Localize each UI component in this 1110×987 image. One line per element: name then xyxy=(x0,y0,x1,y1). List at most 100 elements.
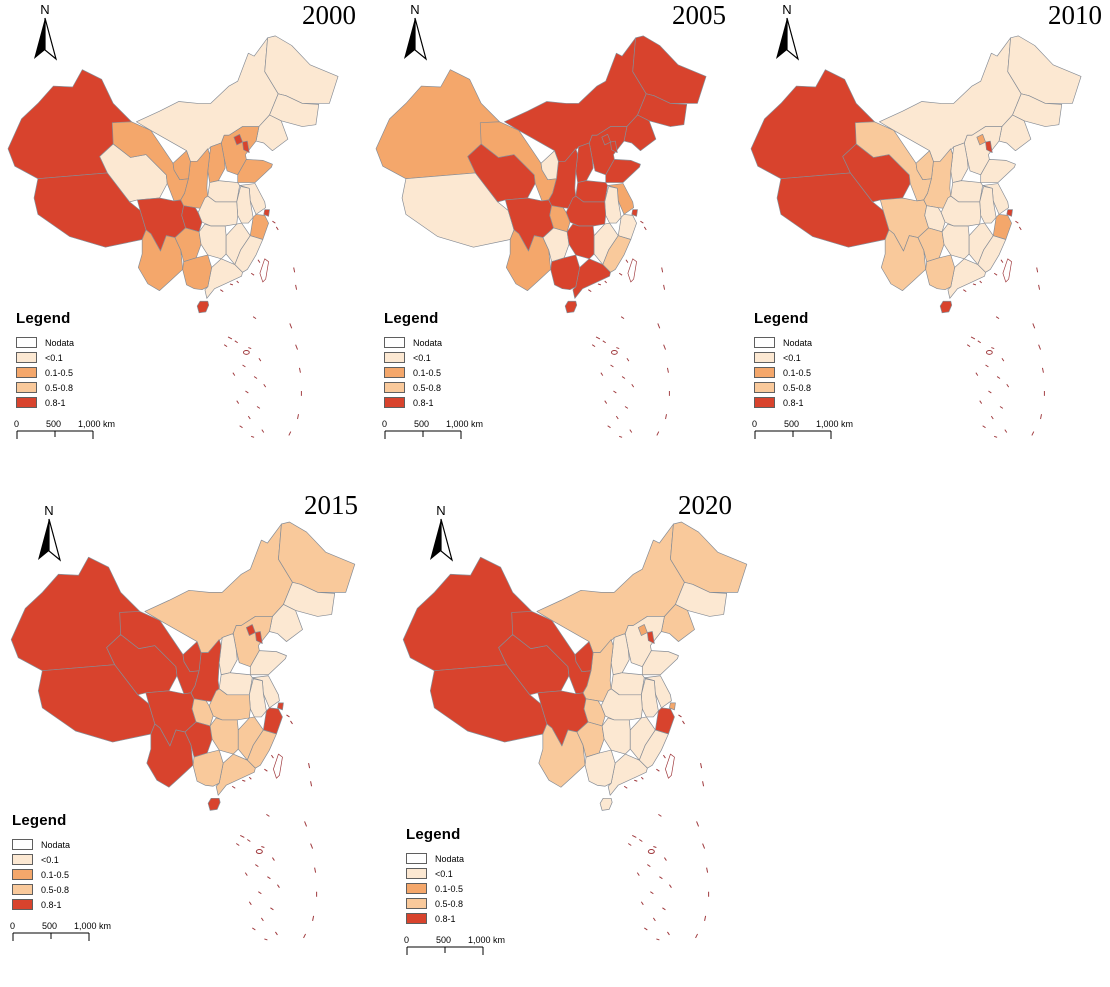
legend-label: 0.1-0.5 xyxy=(45,367,74,378)
province-shanghai xyxy=(263,209,270,217)
island-mark xyxy=(996,376,1001,379)
province-guangdong xyxy=(204,258,243,299)
province-shanxi xyxy=(575,142,594,183)
province-fujian xyxy=(638,729,669,769)
province-hunan xyxy=(941,223,970,260)
scale-bar: 0 500 1,000 km xyxy=(404,935,546,959)
legend-item-cls2: 0.1-0.5 xyxy=(16,367,166,378)
province-hainan xyxy=(564,300,578,314)
island-mark xyxy=(252,316,257,320)
island-mark xyxy=(243,350,250,355)
island-mark xyxy=(656,768,660,772)
island-mark xyxy=(272,220,276,224)
province-shaanxi xyxy=(548,148,579,209)
island-mark xyxy=(1036,267,1039,273)
province-chongqing xyxy=(549,205,571,233)
legend-title: Legend xyxy=(754,310,809,327)
island-mark xyxy=(643,226,647,231)
island-mark xyxy=(975,372,979,376)
island-mark xyxy=(1031,431,1035,436)
scale-bar: 0 500 1,000 km xyxy=(382,419,524,443)
china-choropleth-map xyxy=(375,35,707,438)
island-mark xyxy=(293,267,296,273)
island-mark xyxy=(295,284,298,290)
legend-swatch-cls2 xyxy=(384,367,405,378)
province-fujian xyxy=(246,729,277,769)
scale-bar: 0 500 1,000 km xyxy=(14,419,156,443)
province-chongqing xyxy=(583,698,606,727)
province-henan xyxy=(575,180,608,203)
province-layer xyxy=(7,35,339,314)
legend-label: Nodata xyxy=(41,839,71,850)
island-mark xyxy=(682,720,685,725)
province-taiwan xyxy=(1002,258,1012,283)
island-mark xyxy=(982,425,986,429)
island-mark xyxy=(251,435,255,438)
province-shandong xyxy=(980,159,1016,183)
legend-label: Nodata xyxy=(783,337,813,348)
legend-swatch-cls3 xyxy=(754,382,775,393)
legend-item-nodata: Nodata xyxy=(406,853,556,864)
island-mark xyxy=(639,839,643,842)
north-arrow-icon xyxy=(776,17,800,61)
legend-swatch-cls1 xyxy=(16,352,37,363)
province-shandong xyxy=(237,159,273,183)
province-fujian xyxy=(234,235,264,273)
north-arrow-label: N xyxy=(436,503,446,518)
legend-item-cls1: <0.1 xyxy=(16,352,166,363)
north-arrow: N xyxy=(426,504,456,562)
province-shanghai xyxy=(669,702,676,711)
north-arrow-icon xyxy=(404,17,428,61)
legend-label: 0.8-1 xyxy=(783,397,804,408)
province-shaanxi xyxy=(190,639,222,703)
china-choropleth-map xyxy=(10,521,356,941)
island-mark xyxy=(604,400,608,404)
island-mark xyxy=(640,901,644,906)
province-shaanxi xyxy=(923,148,954,209)
province-zhejiang xyxy=(617,214,637,240)
island-mark xyxy=(244,872,248,876)
scale-label-500: 500 xyxy=(42,921,58,931)
island-mark xyxy=(972,283,977,286)
scale-label-0: 0 xyxy=(404,935,410,945)
island-mark xyxy=(970,336,976,340)
province-layer xyxy=(402,521,748,811)
legend: Legend Nodata <0.1 0.1-0.5 0.5-0.8 0.8-1 0 5… xyxy=(10,812,162,945)
island-mark xyxy=(990,415,994,420)
island-mark xyxy=(1015,220,1019,224)
legend-swatch-nodata xyxy=(384,337,405,348)
province-shanghai xyxy=(631,209,638,217)
north-arrow-icon xyxy=(430,518,454,562)
province-ningxia xyxy=(574,641,594,673)
island-mark xyxy=(267,876,271,880)
legend: Legend Nodata <0.1 0.1-0.5 0.5-0.8 0.8-1 0 5… xyxy=(752,310,904,443)
province-hunan xyxy=(601,717,631,755)
island-mark xyxy=(310,843,314,849)
island-mark xyxy=(229,283,234,286)
island-mark xyxy=(644,927,648,931)
island-mark xyxy=(1004,429,1008,433)
legend-label: 0.8-1 xyxy=(41,899,62,910)
legend-label: <0.1 xyxy=(435,868,453,879)
province-layer xyxy=(10,521,356,811)
island-mark xyxy=(963,289,967,293)
island-mark xyxy=(696,821,700,827)
island-mark xyxy=(234,340,238,344)
island-mark xyxy=(289,323,293,329)
island-mark xyxy=(227,336,233,340)
province-guangxi xyxy=(925,254,955,291)
island-mark xyxy=(308,763,311,769)
island-mark xyxy=(652,917,656,922)
island-mark xyxy=(988,390,992,394)
province-layer xyxy=(375,35,707,314)
island-mark xyxy=(1006,383,1010,388)
province-zhejiang xyxy=(249,214,269,240)
scale-label-500: 500 xyxy=(414,419,430,429)
legend-item-cls3: 0.5-0.8 xyxy=(384,382,534,393)
legend-swatch-cls1 xyxy=(754,352,775,363)
scale-bar: 0 500 1,000 km xyxy=(752,419,894,443)
legend-label: 0.1-0.5 xyxy=(413,367,442,378)
legend-swatch-cls4 xyxy=(12,899,33,910)
island-mark xyxy=(620,316,625,320)
island-mark xyxy=(242,779,246,782)
